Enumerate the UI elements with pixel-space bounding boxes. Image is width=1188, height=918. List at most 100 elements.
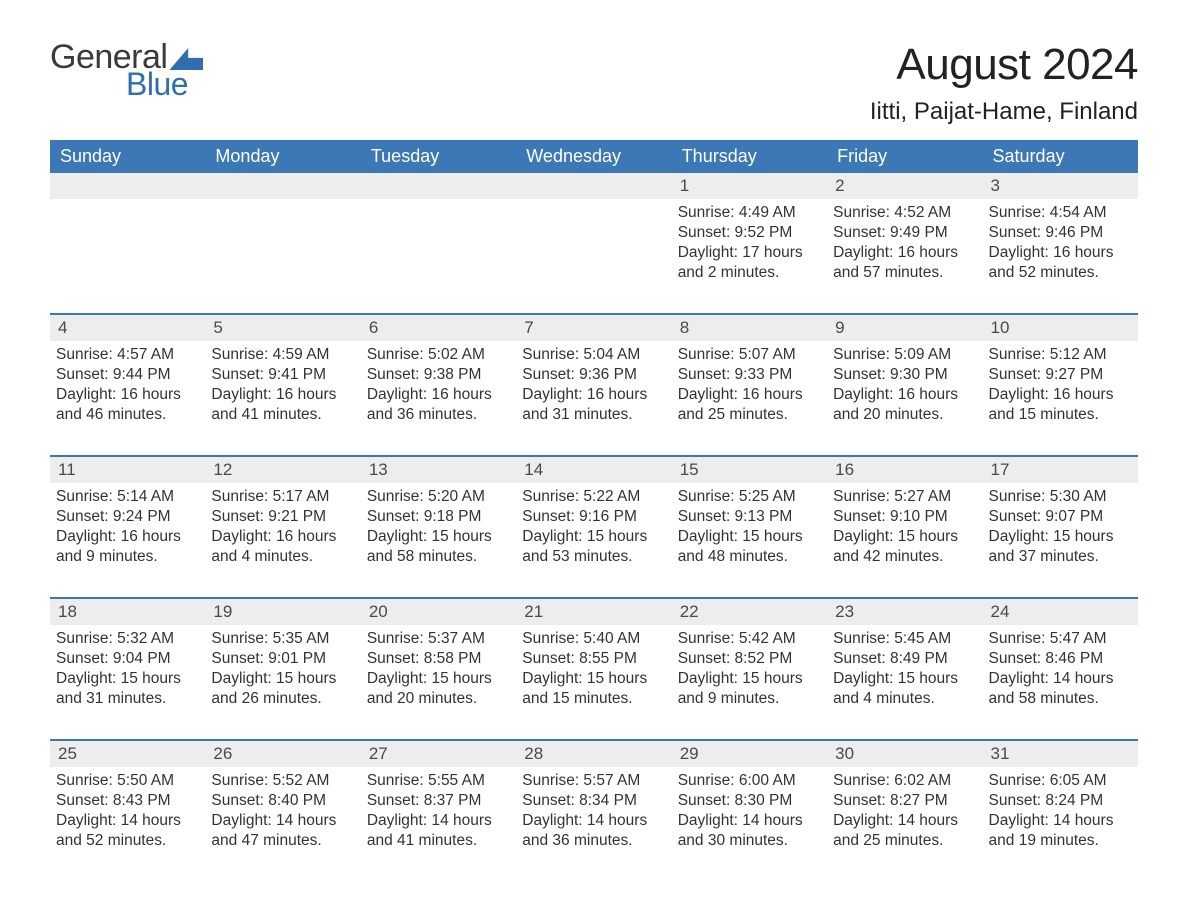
calendar-day: 11Sunrise: 5:14 AMSunset: 9:24 PMDayligh… — [50, 457, 205, 585]
day-number: 28 — [516, 741, 671, 767]
daylight-line: Daylight: 16 hours and 41 minutes. — [211, 385, 354, 425]
sunrise-line: Sunrise: 5:17 AM — [211, 487, 354, 507]
calendar-day: 7Sunrise: 5:04 AMSunset: 9:36 PMDaylight… — [516, 315, 671, 443]
sunset-line: Sunset: 9:21 PM — [211, 507, 354, 527]
day-number: 20 — [361, 599, 516, 625]
sunset-line: Sunset: 8:24 PM — [989, 791, 1132, 811]
day-body: Sunrise: 5:40 AMSunset: 8:55 PMDaylight:… — [516, 625, 671, 712]
calendar-day: 19Sunrise: 5:35 AMSunset: 9:01 PMDayligh… — [205, 599, 360, 727]
day-number: 18 — [50, 599, 205, 625]
calendar-day: 8Sunrise: 5:07 AMSunset: 9:33 PMDaylight… — [672, 315, 827, 443]
day-body: Sunrise: 4:54 AMSunset: 9:46 PMDaylight:… — [983, 199, 1138, 286]
weekday-friday: Friday — [827, 140, 982, 173]
daylight-line: Daylight: 15 hours and 53 minutes. — [522, 527, 665, 567]
sunrise-line: Sunrise: 4:59 AM — [211, 345, 354, 365]
daylight-line: Daylight: 15 hours and 20 minutes. — [367, 669, 510, 709]
sunrise-line: Sunrise: 5:50 AM — [56, 771, 199, 791]
week-row: 1Sunrise: 4:49 AMSunset: 9:52 PMDaylight… — [50, 173, 1138, 301]
calendar-day — [50, 173, 205, 301]
daylight-line: Daylight: 15 hours and 31 minutes. — [56, 669, 199, 709]
calendar-day: 20Sunrise: 5:37 AMSunset: 8:58 PMDayligh… — [361, 599, 516, 727]
sunset-line: Sunset: 8:46 PM — [989, 649, 1132, 669]
sunset-line: Sunset: 9:27 PM — [989, 365, 1132, 385]
daylight-line: Daylight: 16 hours and 52 minutes. — [989, 243, 1132, 283]
day-body: Sunrise: 6:05 AMSunset: 8:24 PMDaylight:… — [983, 767, 1138, 854]
sunset-line: Sunset: 8:30 PM — [678, 791, 821, 811]
calendar-day: 9Sunrise: 5:09 AMSunset: 9:30 PMDaylight… — [827, 315, 982, 443]
week-row: 25Sunrise: 5:50 AMSunset: 8:43 PMDayligh… — [50, 739, 1138, 869]
day-number: 1 — [672, 173, 827, 199]
day-body: Sunrise: 4:57 AMSunset: 9:44 PMDaylight:… — [50, 341, 205, 428]
daylight-line: Daylight: 14 hours and 47 minutes. — [211, 811, 354, 851]
daylight-line: Daylight: 14 hours and 36 minutes. — [522, 811, 665, 851]
calendar-day: 1Sunrise: 4:49 AMSunset: 9:52 PMDaylight… — [672, 173, 827, 301]
day-number: 6 — [361, 315, 516, 341]
day-number: 4 — [50, 315, 205, 341]
sunrise-line: Sunrise: 5:09 AM — [833, 345, 976, 365]
sunset-line: Sunset: 9:52 PM — [678, 223, 821, 243]
calendar-day: 17Sunrise: 5:30 AMSunset: 9:07 PMDayligh… — [983, 457, 1138, 585]
day-body: Sunrise: 5:22 AMSunset: 9:16 PMDaylight:… — [516, 483, 671, 570]
day-number: 16 — [827, 457, 982, 483]
day-body: Sunrise: 5:14 AMSunset: 9:24 PMDaylight:… — [50, 483, 205, 570]
calendar-day — [361, 173, 516, 301]
calendar-day: 23Sunrise: 5:45 AMSunset: 8:49 PMDayligh… — [827, 599, 982, 727]
sunrise-line: Sunrise: 5:40 AM — [522, 629, 665, 649]
week-row: 11Sunrise: 5:14 AMSunset: 9:24 PMDayligh… — [50, 455, 1138, 585]
day-body: Sunrise: 5:45 AMSunset: 8:49 PMDaylight:… — [827, 625, 982, 712]
day-body: Sunrise: 5:47 AMSunset: 8:46 PMDaylight:… — [983, 625, 1138, 712]
day-number: 30 — [827, 741, 982, 767]
sunrise-line: Sunrise: 5:35 AM — [211, 629, 354, 649]
day-body: Sunrise: 5:20 AMSunset: 9:18 PMDaylight:… — [361, 483, 516, 570]
calendar-day — [516, 173, 671, 301]
day-number-empty — [361, 173, 516, 199]
logo-text-blue: Blue — [126, 68, 203, 100]
weekday-tuesday: Tuesday — [361, 140, 516, 173]
sunrise-line: Sunrise: 5:30 AM — [989, 487, 1132, 507]
day-body: Sunrise: 5:55 AMSunset: 8:37 PMDaylight:… — [361, 767, 516, 854]
day-body: Sunrise: 6:00 AMSunset: 8:30 PMDaylight:… — [672, 767, 827, 854]
daylight-line: Daylight: 16 hours and 15 minutes. — [989, 385, 1132, 425]
day-body: Sunrise: 5:30 AMSunset: 9:07 PMDaylight:… — [983, 483, 1138, 570]
day-body: Sunrise: 5:52 AMSunset: 8:40 PMDaylight:… — [205, 767, 360, 854]
sunset-line: Sunset: 9:46 PM — [989, 223, 1132, 243]
day-number: 9 — [827, 315, 982, 341]
sunrise-line: Sunrise: 5:52 AM — [211, 771, 354, 791]
calendar-day: 13Sunrise: 5:20 AMSunset: 9:18 PMDayligh… — [361, 457, 516, 585]
day-number-empty — [516, 173, 671, 199]
daylight-line: Daylight: 15 hours and 48 minutes. — [678, 527, 821, 567]
sunrise-line: Sunrise: 4:57 AM — [56, 345, 199, 365]
sunset-line: Sunset: 9:44 PM — [56, 365, 199, 385]
day-number: 14 — [516, 457, 671, 483]
calendar-day: 10Sunrise: 5:12 AMSunset: 9:27 PMDayligh… — [983, 315, 1138, 443]
sunset-line: Sunset: 9:18 PM — [367, 507, 510, 527]
calendar-day: 29Sunrise: 6:00 AMSunset: 8:30 PMDayligh… — [672, 741, 827, 869]
sunrise-line: Sunrise: 5:22 AM — [522, 487, 665, 507]
calendar-day: 16Sunrise: 5:27 AMSunset: 9:10 PMDayligh… — [827, 457, 982, 585]
day-number-empty — [205, 173, 360, 199]
weekday-thursday: Thursday — [672, 140, 827, 173]
daylight-line: Daylight: 15 hours and 37 minutes. — [989, 527, 1132, 567]
sunrise-line: Sunrise: 5:27 AM — [833, 487, 976, 507]
day-body: Sunrise: 5:04 AMSunset: 9:36 PMDaylight:… — [516, 341, 671, 428]
day-body: Sunrise: 6:02 AMSunset: 8:27 PMDaylight:… — [827, 767, 982, 854]
day-body: Sunrise: 5:42 AMSunset: 8:52 PMDaylight:… — [672, 625, 827, 712]
daylight-line: Daylight: 16 hours and 25 minutes. — [678, 385, 821, 425]
day-number: 3 — [983, 173, 1138, 199]
weeks: 1Sunrise: 4:49 AMSunset: 9:52 PMDaylight… — [50, 173, 1138, 869]
calendar-day: 24Sunrise: 5:47 AMSunset: 8:46 PMDayligh… — [983, 599, 1138, 727]
week-row: 18Sunrise: 5:32 AMSunset: 9:04 PMDayligh… — [50, 597, 1138, 727]
sunset-line: Sunset: 9:30 PM — [833, 365, 976, 385]
day-body: Sunrise: 5:12 AMSunset: 9:27 PMDaylight:… — [983, 341, 1138, 428]
sunset-line: Sunset: 9:33 PM — [678, 365, 821, 385]
sunset-line: Sunset: 9:16 PM — [522, 507, 665, 527]
sunset-line: Sunset: 8:52 PM — [678, 649, 821, 669]
calendar-day: 3Sunrise: 4:54 AMSunset: 9:46 PMDaylight… — [983, 173, 1138, 301]
day-number: 24 — [983, 599, 1138, 625]
sunrise-line: Sunrise: 5:57 AM — [522, 771, 665, 791]
calendar-day: 25Sunrise: 5:50 AMSunset: 8:43 PMDayligh… — [50, 741, 205, 869]
daylight-line: Daylight: 14 hours and 30 minutes. — [678, 811, 821, 851]
sunrise-line: Sunrise: 5:12 AM — [989, 345, 1132, 365]
sunset-line: Sunset: 9:24 PM — [56, 507, 199, 527]
day-body: Sunrise: 5:02 AMSunset: 9:38 PMDaylight:… — [361, 341, 516, 428]
